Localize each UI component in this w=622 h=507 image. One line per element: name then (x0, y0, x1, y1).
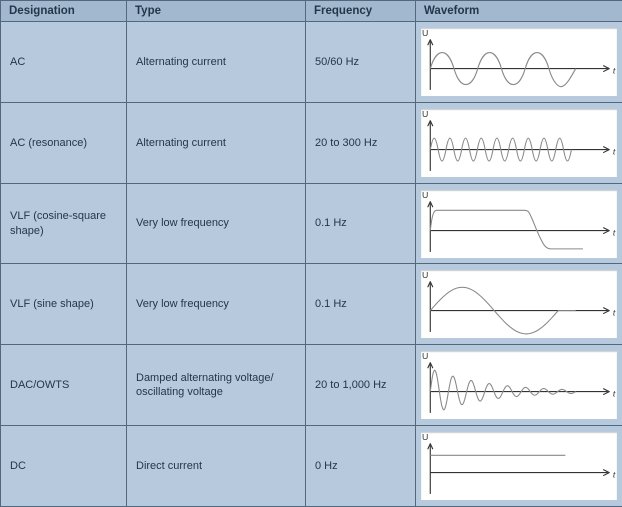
svg-text:U: U (422, 351, 428, 361)
svg-text:t: t (613, 146, 616, 156)
svg-text:t: t (613, 66, 616, 76)
svg-text:t: t (613, 389, 616, 399)
svg-text:U: U (422, 28, 428, 38)
svg-text:t: t (613, 308, 616, 318)
svg-text:t: t (613, 227, 616, 237)
svg-text:U: U (422, 271, 428, 281)
svg-text:U: U (422, 432, 428, 442)
svg-text:U: U (422, 190, 428, 200)
svg-text:U: U (422, 109, 428, 119)
svg-text:t: t (613, 470, 616, 480)
